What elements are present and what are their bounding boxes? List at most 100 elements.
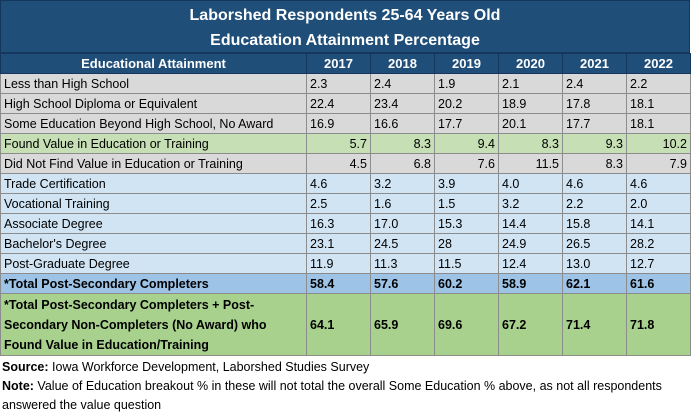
header-year: 2018 xyxy=(370,53,435,74)
row-label: Post-Graduate Degree xyxy=(0,253,307,274)
row-label: Vocational Training xyxy=(0,193,307,214)
attainment-table: Educational Attainment 2017 2018 2019 20… xyxy=(0,53,691,356)
cell-value: 24.9 xyxy=(498,233,563,254)
title-line-2: Educatation Attainment Percentage xyxy=(210,32,480,49)
cell-value: 71.4 xyxy=(562,293,627,356)
cell-value: 4.5 xyxy=(306,153,371,174)
cell-value: 20.2 xyxy=(434,93,499,114)
value-note: Note: Value of Education breakout % in t… xyxy=(2,377,690,415)
row-label: *Total Post-Secondary Completers + Post-… xyxy=(0,293,307,356)
row-label: Trade Certification xyxy=(0,173,307,194)
table-row: Vocational Training 2.5 1.6 1.5 3.2 2.2 … xyxy=(0,193,691,214)
cell-value: 4.6 xyxy=(562,173,627,194)
cell-value: 1.5 xyxy=(434,193,499,214)
cell-value: 15.8 xyxy=(562,213,627,234)
cell-value: 24.5 xyxy=(370,233,435,254)
cell-value: 2.3 xyxy=(306,73,371,94)
cell-value: 16.9 xyxy=(306,113,371,134)
header-year: 2019 xyxy=(434,53,499,74)
table-row: Bachelor's Degree 23.1 24.5 28 24.9 26.5… xyxy=(0,233,691,254)
cell-value: 61.6 xyxy=(626,273,691,294)
cell-value: 60.2 xyxy=(434,273,499,294)
cell-value: 17.7 xyxy=(434,113,499,134)
cell-value: 26.5 xyxy=(562,233,627,254)
table-row: Did Not Find Value in Education or Train… xyxy=(0,153,691,174)
table-row: Less than High School 2.3 2.4 1.9 2.1 2.… xyxy=(0,73,691,94)
cell-value: 1.9 xyxy=(434,73,499,94)
row-label: High School Diploma or Equivalent xyxy=(0,93,307,114)
cell-value: 57.6 xyxy=(370,273,435,294)
cell-value: 23.1 xyxy=(306,233,371,254)
cell-value: 2.2 xyxy=(626,73,691,94)
table-row: Some Education Beyond High School, No Aw… xyxy=(0,113,691,134)
cell-value: 17.8 xyxy=(562,93,627,114)
cell-value: 28.2 xyxy=(626,233,691,254)
cell-value: 20.1 xyxy=(498,113,563,134)
cell-value: 2.1 xyxy=(498,73,563,94)
footnotes: Source: Iowa Workforce Development, Labo… xyxy=(2,358,690,415)
table-row: High School Diploma or Equivalent 22.4 2… xyxy=(0,93,691,114)
table-row: Found Value in Education or Training 5.7… xyxy=(0,133,691,154)
cell-value: 11.5 xyxy=(434,253,499,274)
cell-value: 3.2 xyxy=(370,173,435,194)
cell-value: 14.1 xyxy=(626,213,691,234)
cell-value: 12.4 xyxy=(498,253,563,274)
cell-value: 14.4 xyxy=(498,213,563,234)
cell-value: 17.7 xyxy=(562,113,627,134)
cell-value: 8.3 xyxy=(498,133,563,154)
header-year: 2022 xyxy=(626,53,691,74)
table-row: Post-Graduate Degree 11.9 11.3 11.5 12.4… xyxy=(0,253,691,274)
header-year: 2021 xyxy=(562,53,627,74)
cell-value: 67.2 xyxy=(498,293,563,356)
cell-value: 10.2 xyxy=(626,133,691,154)
cell-value: 58.9 xyxy=(498,273,563,294)
header-year: 2017 xyxy=(306,53,371,74)
cell-value: 5.7 xyxy=(306,133,371,154)
cell-value: 18.9 xyxy=(498,93,563,114)
row-label: Less than High School xyxy=(0,73,307,94)
source-label: Source: xyxy=(2,360,49,374)
cell-value: 4.0 xyxy=(498,173,563,194)
cell-value: 2.0 xyxy=(626,193,691,214)
row-label: Found Value in Education or Training xyxy=(0,133,307,154)
combined-total-row: *Total Post-Secondary Completers + Post-… xyxy=(0,293,691,356)
cell-value: 11.5 xyxy=(498,153,563,174)
cell-value: 9.4 xyxy=(434,133,499,154)
cell-value: 65.9 xyxy=(370,293,435,356)
cell-value: 7.9 xyxy=(626,153,691,174)
total-row: *Total Post-Secondary Completers 58.4 57… xyxy=(0,273,691,294)
cell-value: 71.8 xyxy=(626,293,691,356)
row-label: Associate Degree xyxy=(0,213,307,234)
note-text: Value of Education breakout % in these w… xyxy=(2,379,662,412)
cell-value: 11.9 xyxy=(306,253,371,274)
cell-value: 62.1 xyxy=(562,273,627,294)
cell-value: 4.6 xyxy=(306,173,371,194)
source-text: Iowa Workforce Development, Laborshed St… xyxy=(48,360,370,374)
cell-value: 69.6 xyxy=(434,293,499,356)
row-label: Some Education Beyond High School, No Aw… xyxy=(0,113,307,134)
cell-value: 2.2 xyxy=(562,193,627,214)
cell-value: 4.6 xyxy=(626,173,691,194)
cell-value: 1.6 xyxy=(370,193,435,214)
cell-value: 64.1 xyxy=(306,293,371,356)
cell-value: 18.1 xyxy=(626,93,691,114)
cell-value: 7.6 xyxy=(434,153,499,174)
cell-value: 2.5 xyxy=(306,193,371,214)
cell-value: 58.4 xyxy=(306,273,371,294)
cell-value: 6.8 xyxy=(370,153,435,174)
cell-value: 8.3 xyxy=(370,133,435,154)
cell-value: 3.9 xyxy=(434,173,499,194)
cell-value: 18.1 xyxy=(626,113,691,134)
cell-value: 2.4 xyxy=(370,73,435,94)
cell-value: 16.3 xyxy=(306,213,371,234)
cell-value: 22.4 xyxy=(306,93,371,114)
cell-value: 3.2 xyxy=(498,193,563,214)
table-title: Laborshed Respondents 25-64 Years Old Ed… xyxy=(0,0,690,53)
table-row: Associate Degree 16.3 17.0 15.3 14.4 15.… xyxy=(0,213,691,234)
cell-value: 9.3 xyxy=(562,133,627,154)
header-row: Educational Attainment 2017 2018 2019 20… xyxy=(0,53,691,74)
cell-value: 11.3 xyxy=(370,253,435,274)
cell-value: 2.4 xyxy=(562,73,627,94)
cell-value: 8.3 xyxy=(562,153,627,174)
note-label: Note: xyxy=(2,379,34,393)
